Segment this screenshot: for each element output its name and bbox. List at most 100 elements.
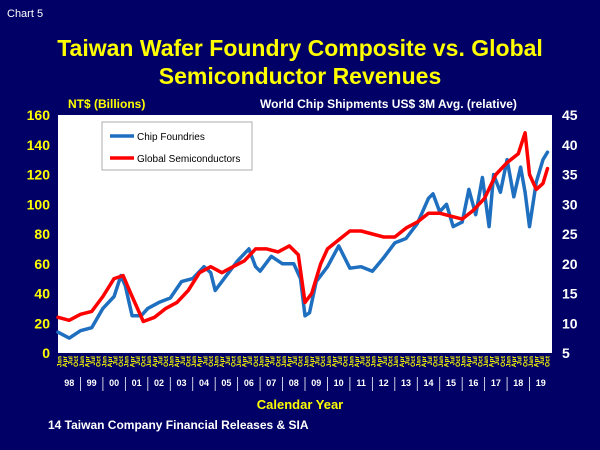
y2-tick-label: 5 xyxy=(562,345,570,361)
x-month-label: Jan xyxy=(416,356,423,367)
x-month-label: Apr xyxy=(309,356,316,368)
x-month-label: Jan xyxy=(281,356,288,367)
x-month-label: Apr xyxy=(129,356,136,368)
x-month-label: Jan xyxy=(101,356,108,367)
x-month-label: Jul xyxy=(517,356,524,366)
x-month-label: Jul xyxy=(404,356,411,366)
x-month-label: Jan xyxy=(348,356,355,367)
y2-tick-label: 20 xyxy=(562,256,578,272)
y-tick-label: 80 xyxy=(34,226,50,242)
x-month-label: Jan xyxy=(303,356,310,367)
x-month-label: Jul xyxy=(359,356,366,366)
x-month-label: Apr xyxy=(287,356,294,368)
x-month-label: Jan xyxy=(483,356,490,367)
x-month-label: Oct xyxy=(163,355,170,367)
x-month-label: Oct xyxy=(410,355,417,367)
x-year-label: 05 xyxy=(221,378,231,388)
x-month-label: Jan xyxy=(505,356,512,367)
x-month-label: Apr xyxy=(489,356,496,368)
y-tick-label: 60 xyxy=(34,256,50,272)
x-month-label: Oct xyxy=(73,355,80,367)
x-month-label: Jan xyxy=(146,356,153,367)
y-tick-label: 140 xyxy=(27,137,51,153)
y-tick-label: 20 xyxy=(34,315,50,331)
x-month-label: Apr xyxy=(174,356,181,368)
x-month-label: Jul xyxy=(494,356,501,366)
x-month-label: Oct xyxy=(96,355,103,367)
x-month-label: Oct xyxy=(545,355,552,367)
x-month-label: Jan xyxy=(214,356,221,367)
x-month-label: Oct xyxy=(208,355,215,367)
x-year-label: 09 xyxy=(311,378,321,388)
x-year-label: 16 xyxy=(468,378,478,388)
legend-label: Global Semiconductors xyxy=(137,154,240,165)
y-tick-label: 40 xyxy=(34,286,50,302)
chart-label: Chart 5 xyxy=(7,8,44,20)
x-month-label: Apr xyxy=(376,356,383,368)
x-year-label: 15 xyxy=(446,378,456,388)
x-month-label: Oct xyxy=(185,355,192,367)
x-month-label: Jul xyxy=(180,356,187,366)
x-month-label: Jul xyxy=(68,356,75,366)
x-month-label: Apr xyxy=(264,356,271,368)
x-month-label: Apr xyxy=(107,356,114,368)
source-note: 14 Taiwan Company Financial Releases & S… xyxy=(48,418,309,432)
x-month-label: Apr xyxy=(421,356,428,368)
x-month-label: Jan xyxy=(528,356,535,367)
legend-label: Chip Foundries xyxy=(137,132,205,143)
x-month-label: Jul xyxy=(135,356,142,366)
x-month-label: Oct xyxy=(500,355,507,367)
y-tick-label: 0 xyxy=(42,345,50,361)
x-month-label: Oct xyxy=(118,355,125,367)
x-year-label: 11 xyxy=(356,378,366,388)
x-month-label: Oct xyxy=(522,355,529,367)
x-month-label: Jul xyxy=(157,356,164,366)
x-month-label: Oct xyxy=(365,355,372,367)
x-year-label: 04 xyxy=(199,378,209,388)
y2-tick-label: 45 xyxy=(562,107,578,123)
x-year-label: 01 xyxy=(132,378,142,388)
x-month-label: Apr xyxy=(354,356,361,368)
x-month-label: Jan xyxy=(461,356,468,367)
x-month-label: Jul xyxy=(225,356,232,366)
y2-tick-label: 25 xyxy=(562,226,578,242)
x-month-label: Jul xyxy=(427,356,434,366)
x-month-label: Oct xyxy=(298,355,305,367)
x-month-label: Oct xyxy=(141,355,148,367)
x-month-label: Oct xyxy=(320,355,327,367)
x-year-label: 14 xyxy=(423,378,433,388)
x-month-label: Jul xyxy=(247,356,254,366)
chart-title-line-1: Taiwan Wafer Foundry Composite vs. Globa… xyxy=(57,35,543,61)
x-year-label: 99 xyxy=(87,378,97,388)
x-month-label: Jul xyxy=(449,356,456,366)
y2-tick-label: 35 xyxy=(562,167,578,183)
x-month-label: Jan xyxy=(191,356,198,367)
x-axis-title: Calendar Year xyxy=(256,397,344,412)
x-month-label: Jan xyxy=(169,356,176,367)
x-month-label: Apr xyxy=(511,356,518,368)
series-line-global-semiconductors xyxy=(56,131,550,324)
y2-tick-label: 30 xyxy=(562,196,578,212)
x-month-label: Jan xyxy=(371,356,378,367)
x-month-label: Jul xyxy=(472,356,479,366)
x-year-label: 18 xyxy=(513,378,523,388)
x-month-label: Apr xyxy=(444,356,451,368)
x-month-label: Jul xyxy=(539,356,546,366)
x-year-label: 12 xyxy=(379,378,389,388)
x-month-label: Apr xyxy=(84,356,91,368)
x-month-label: Apr xyxy=(331,356,338,368)
y-tick-label: 100 xyxy=(27,196,51,212)
x-year-label: 03 xyxy=(176,378,186,388)
x-month-label: Oct xyxy=(432,355,439,367)
x-month-label: Apr xyxy=(152,356,159,368)
x-month-label: Jan xyxy=(326,356,333,367)
x-month-label: Jan xyxy=(236,356,243,367)
x-year-label: 19 xyxy=(536,378,546,388)
right-axis-title: World Chip Shipments US$ 3M Avg. (relati… xyxy=(260,97,517,111)
x-month-label: Jan xyxy=(124,356,131,367)
y2-tick-label: 10 xyxy=(562,315,578,331)
y2-tick-label: 40 xyxy=(562,137,578,153)
x-year-label: 08 xyxy=(289,378,299,388)
legend-box xyxy=(101,121,253,171)
